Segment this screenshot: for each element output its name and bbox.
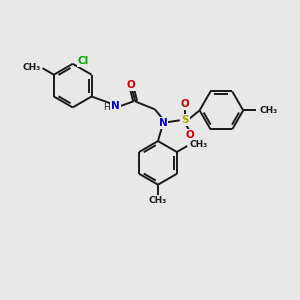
Text: H: H — [103, 103, 110, 112]
Text: CH₃: CH₃ — [259, 106, 278, 115]
Text: CH₃: CH₃ — [149, 196, 167, 205]
Text: S: S — [181, 115, 188, 125]
Text: O: O — [180, 99, 189, 110]
Text: CH₃: CH₃ — [22, 63, 40, 72]
Text: Cl: Cl — [78, 56, 89, 66]
Text: O: O — [185, 130, 194, 140]
Text: CH₃: CH₃ — [189, 140, 208, 149]
Text: O: O — [127, 80, 136, 90]
Text: N: N — [159, 118, 167, 128]
Text: N: N — [111, 101, 120, 111]
